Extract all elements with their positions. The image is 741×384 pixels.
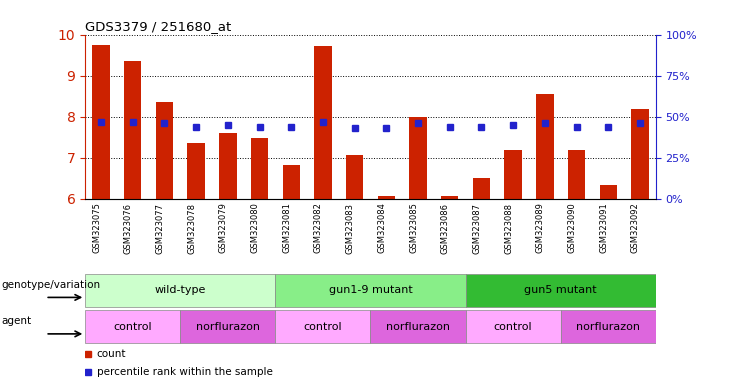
Bar <box>631 109 648 199</box>
Bar <box>85 310 180 343</box>
Bar <box>568 151 585 199</box>
Text: control: control <box>113 321 152 332</box>
Bar <box>465 310 561 343</box>
Bar <box>599 185 617 199</box>
Text: GSM323079: GSM323079 <box>219 203 227 253</box>
Text: GSM323081: GSM323081 <box>282 203 291 253</box>
Bar <box>219 133 236 199</box>
Text: GSM323085: GSM323085 <box>409 203 418 253</box>
Text: GSM323083: GSM323083 <box>345 203 355 253</box>
Text: GSM323092: GSM323092 <box>631 203 640 253</box>
Text: GSM323088: GSM323088 <box>504 203 513 253</box>
Text: wild-type: wild-type <box>155 285 206 295</box>
Bar <box>409 117 427 199</box>
Text: norflurazon: norflurazon <box>196 321 260 332</box>
Text: gun1-9 mutant: gun1-9 mutant <box>328 285 413 295</box>
Text: GSM323077: GSM323077 <box>156 203 165 253</box>
Text: GDS3379 / 251680_at: GDS3379 / 251680_at <box>85 20 231 33</box>
Text: GSM323082: GSM323082 <box>314 203 323 253</box>
Text: count: count <box>96 349 126 359</box>
Text: GSM323086: GSM323086 <box>441 203 450 253</box>
Text: GSM323084: GSM323084 <box>377 203 386 253</box>
Bar <box>276 274 465 306</box>
Text: GSM323089: GSM323089 <box>536 203 545 253</box>
Text: genotype/variation: genotype/variation <box>1 280 101 290</box>
Text: GSM323078: GSM323078 <box>187 203 196 253</box>
Text: GSM323075: GSM323075 <box>92 203 101 253</box>
Text: GSM323087: GSM323087 <box>473 203 482 253</box>
Bar <box>370 310 465 343</box>
Bar <box>346 154 363 199</box>
Bar <box>276 310 370 343</box>
Text: GSM323080: GSM323080 <box>250 203 259 253</box>
Bar <box>93 45 110 199</box>
Bar <box>187 144 205 199</box>
Bar <box>314 46 332 199</box>
Text: control: control <box>304 321 342 332</box>
Bar <box>378 195 395 199</box>
Text: GSM323091: GSM323091 <box>599 203 608 253</box>
Bar <box>473 178 490 199</box>
Bar <box>465 274 656 306</box>
Bar <box>180 310 276 343</box>
Text: norflurazon: norflurazon <box>386 321 450 332</box>
Bar <box>282 165 300 199</box>
Bar <box>505 150 522 199</box>
Text: GSM323090: GSM323090 <box>568 203 576 253</box>
Bar <box>536 94 554 199</box>
Bar <box>85 274 276 306</box>
Text: GSM323076: GSM323076 <box>124 203 133 253</box>
Text: agent: agent <box>1 316 32 326</box>
Text: percentile rank within the sample: percentile rank within the sample <box>96 366 273 377</box>
Text: control: control <box>494 321 533 332</box>
Bar <box>124 61 142 199</box>
Bar <box>561 310 656 343</box>
Text: gun5 mutant: gun5 mutant <box>525 285 597 295</box>
Bar <box>251 138 268 199</box>
Text: norflurazon: norflurazon <box>576 321 640 332</box>
Bar <box>156 103 173 199</box>
Bar <box>441 195 459 199</box>
